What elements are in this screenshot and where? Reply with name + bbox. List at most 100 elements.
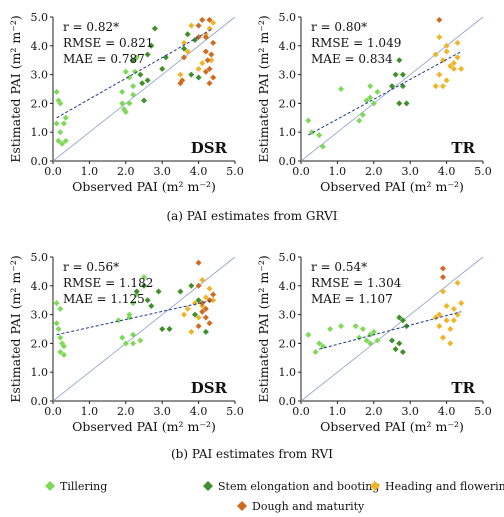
- data-point: [403, 100, 410, 107]
- data-point: [57, 305, 64, 312]
- data-point: [443, 302, 450, 309]
- legend-label: Dough and maturity: [252, 500, 365, 513]
- data-point: [327, 326, 334, 332]
- data-point: [363, 97, 370, 104]
- data-point: [356, 334, 363, 341]
- data-point: [60, 120, 67, 127]
- x-tick-label: 0.0: [44, 165, 62, 178]
- data-point: [188, 71, 195, 78]
- data-point: [166, 326, 173, 332]
- data-point: [62, 114, 69, 121]
- stats-text: MAE = 1.125: [63, 292, 145, 306]
- y-tick-label: 1.0: [31, 126, 49, 139]
- panel-title: DSR: [191, 139, 228, 157]
- stats-text: MAE = 1.107: [311, 292, 393, 306]
- data-point: [206, 320, 213, 327]
- data-point: [432, 314, 439, 321]
- data-point: [439, 265, 446, 272]
- data-point: [122, 68, 129, 75]
- data-point: [359, 111, 366, 118]
- panel-grvi-dsr: 0.0 1.0 2.0 3.0 4.0 5.0 0.0 1.0 2.0 3.0 4.0 5.0 r = …: [8, 11, 244, 194]
- data-point: [447, 326, 454, 332]
- data-point: [396, 314, 403, 321]
- data-point: [399, 71, 406, 78]
- fit-line: [308, 51, 462, 136]
- x-tick-label: 2.0: [117, 405, 135, 418]
- data-point: [454, 279, 461, 286]
- data-point: [396, 57, 403, 64]
- data-point: [137, 337, 144, 344]
- legend-label: Stem elongation and booting: [218, 480, 379, 493]
- data-point: [202, 294, 209, 301]
- data-point: [130, 91, 137, 98]
- data-point: [130, 57, 137, 64]
- x-tick-label: 1.0: [329, 405, 347, 418]
- y-tick-label: 1.0: [279, 126, 297, 139]
- y-tick-label: 4.0: [279, 40, 297, 53]
- caption-b: (b) PAI estimates from RVI: [171, 447, 333, 461]
- data-point: [370, 328, 377, 335]
- data-point: [130, 331, 137, 338]
- x-tick-label: 2.0: [117, 165, 135, 178]
- x-axis-label: Observed PAI (m² m⁻²): [72, 179, 216, 194]
- data-point: [55, 137, 62, 144]
- data-point: [436, 16, 443, 23]
- x-tick-label: 3.0: [153, 405, 171, 418]
- data-point: [374, 337, 381, 344]
- caption-a: (a) PAI estimates from GRVI: [166, 209, 337, 223]
- data-point: [367, 83, 374, 90]
- data-point: [119, 334, 126, 341]
- legend-item: Heading and flowering: [370, 480, 504, 493]
- stats-text: RMSE = 1.049: [311, 36, 401, 50]
- data-point: [130, 300, 137, 307]
- x-tick-label: 4.0: [438, 165, 456, 178]
- data-point: [144, 51, 151, 58]
- data-point: [139, 80, 146, 87]
- series-stem-elongation-and-booting: [389, 314, 410, 356]
- data-point: [199, 60, 206, 67]
- data-point: [367, 340, 374, 347]
- y-tick-label: 0.0: [31, 155, 49, 168]
- y-tick-label: 4.0: [31, 280, 49, 293]
- data-point: [392, 71, 399, 78]
- panel-rvi-dsr: 0.0 1.0 2.0 3.0 4.0 5.0 0.0 1.0 2.0 3.0 4.0 5.0 r = …: [8, 251, 244, 434]
- y-tick-label: 4.0: [279, 280, 297, 293]
- series-stem-elongation-and-booting: [130, 25, 202, 104]
- x-tick-label: 5.0: [474, 405, 492, 418]
- data-point: [53, 88, 60, 95]
- data-point: [443, 48, 450, 55]
- data-point: [399, 317, 406, 324]
- data-point: [137, 71, 144, 78]
- legend-marker: [370, 481, 380, 491]
- data-point: [57, 349, 64, 356]
- data-point: [312, 349, 319, 356]
- data-point: [57, 334, 64, 341]
- data-point: [122, 109, 129, 116]
- panel-title: TR: [451, 379, 475, 397]
- x-tick-label: 0.0: [292, 405, 310, 418]
- data-point: [447, 62, 454, 69]
- data-point: [177, 288, 184, 295]
- data-point: [210, 74, 217, 81]
- y-tick-label: 5.0: [279, 251, 297, 264]
- data-point: [352, 323, 359, 330]
- y-tick-label: 0.0: [31, 395, 49, 408]
- data-point: [133, 54, 140, 61]
- data-point: [367, 94, 374, 101]
- data-point: [60, 351, 67, 358]
- data-point: [439, 83, 446, 90]
- data-point: [57, 100, 64, 107]
- data-point: [159, 326, 166, 332]
- data-point: [177, 71, 184, 78]
- series-dough-and-maturity: [177, 16, 217, 87]
- x-tick-label: 1.0: [81, 405, 99, 418]
- data-point: [202, 328, 209, 335]
- data-point: [443, 42, 450, 49]
- data-point: [202, 68, 209, 75]
- panel-title: DSR: [191, 379, 228, 397]
- data-point: [141, 274, 147, 281]
- data-point: [338, 86, 345, 92]
- data-point: [396, 340, 403, 347]
- data-point: [59, 340, 66, 347]
- data-point: [450, 317, 457, 324]
